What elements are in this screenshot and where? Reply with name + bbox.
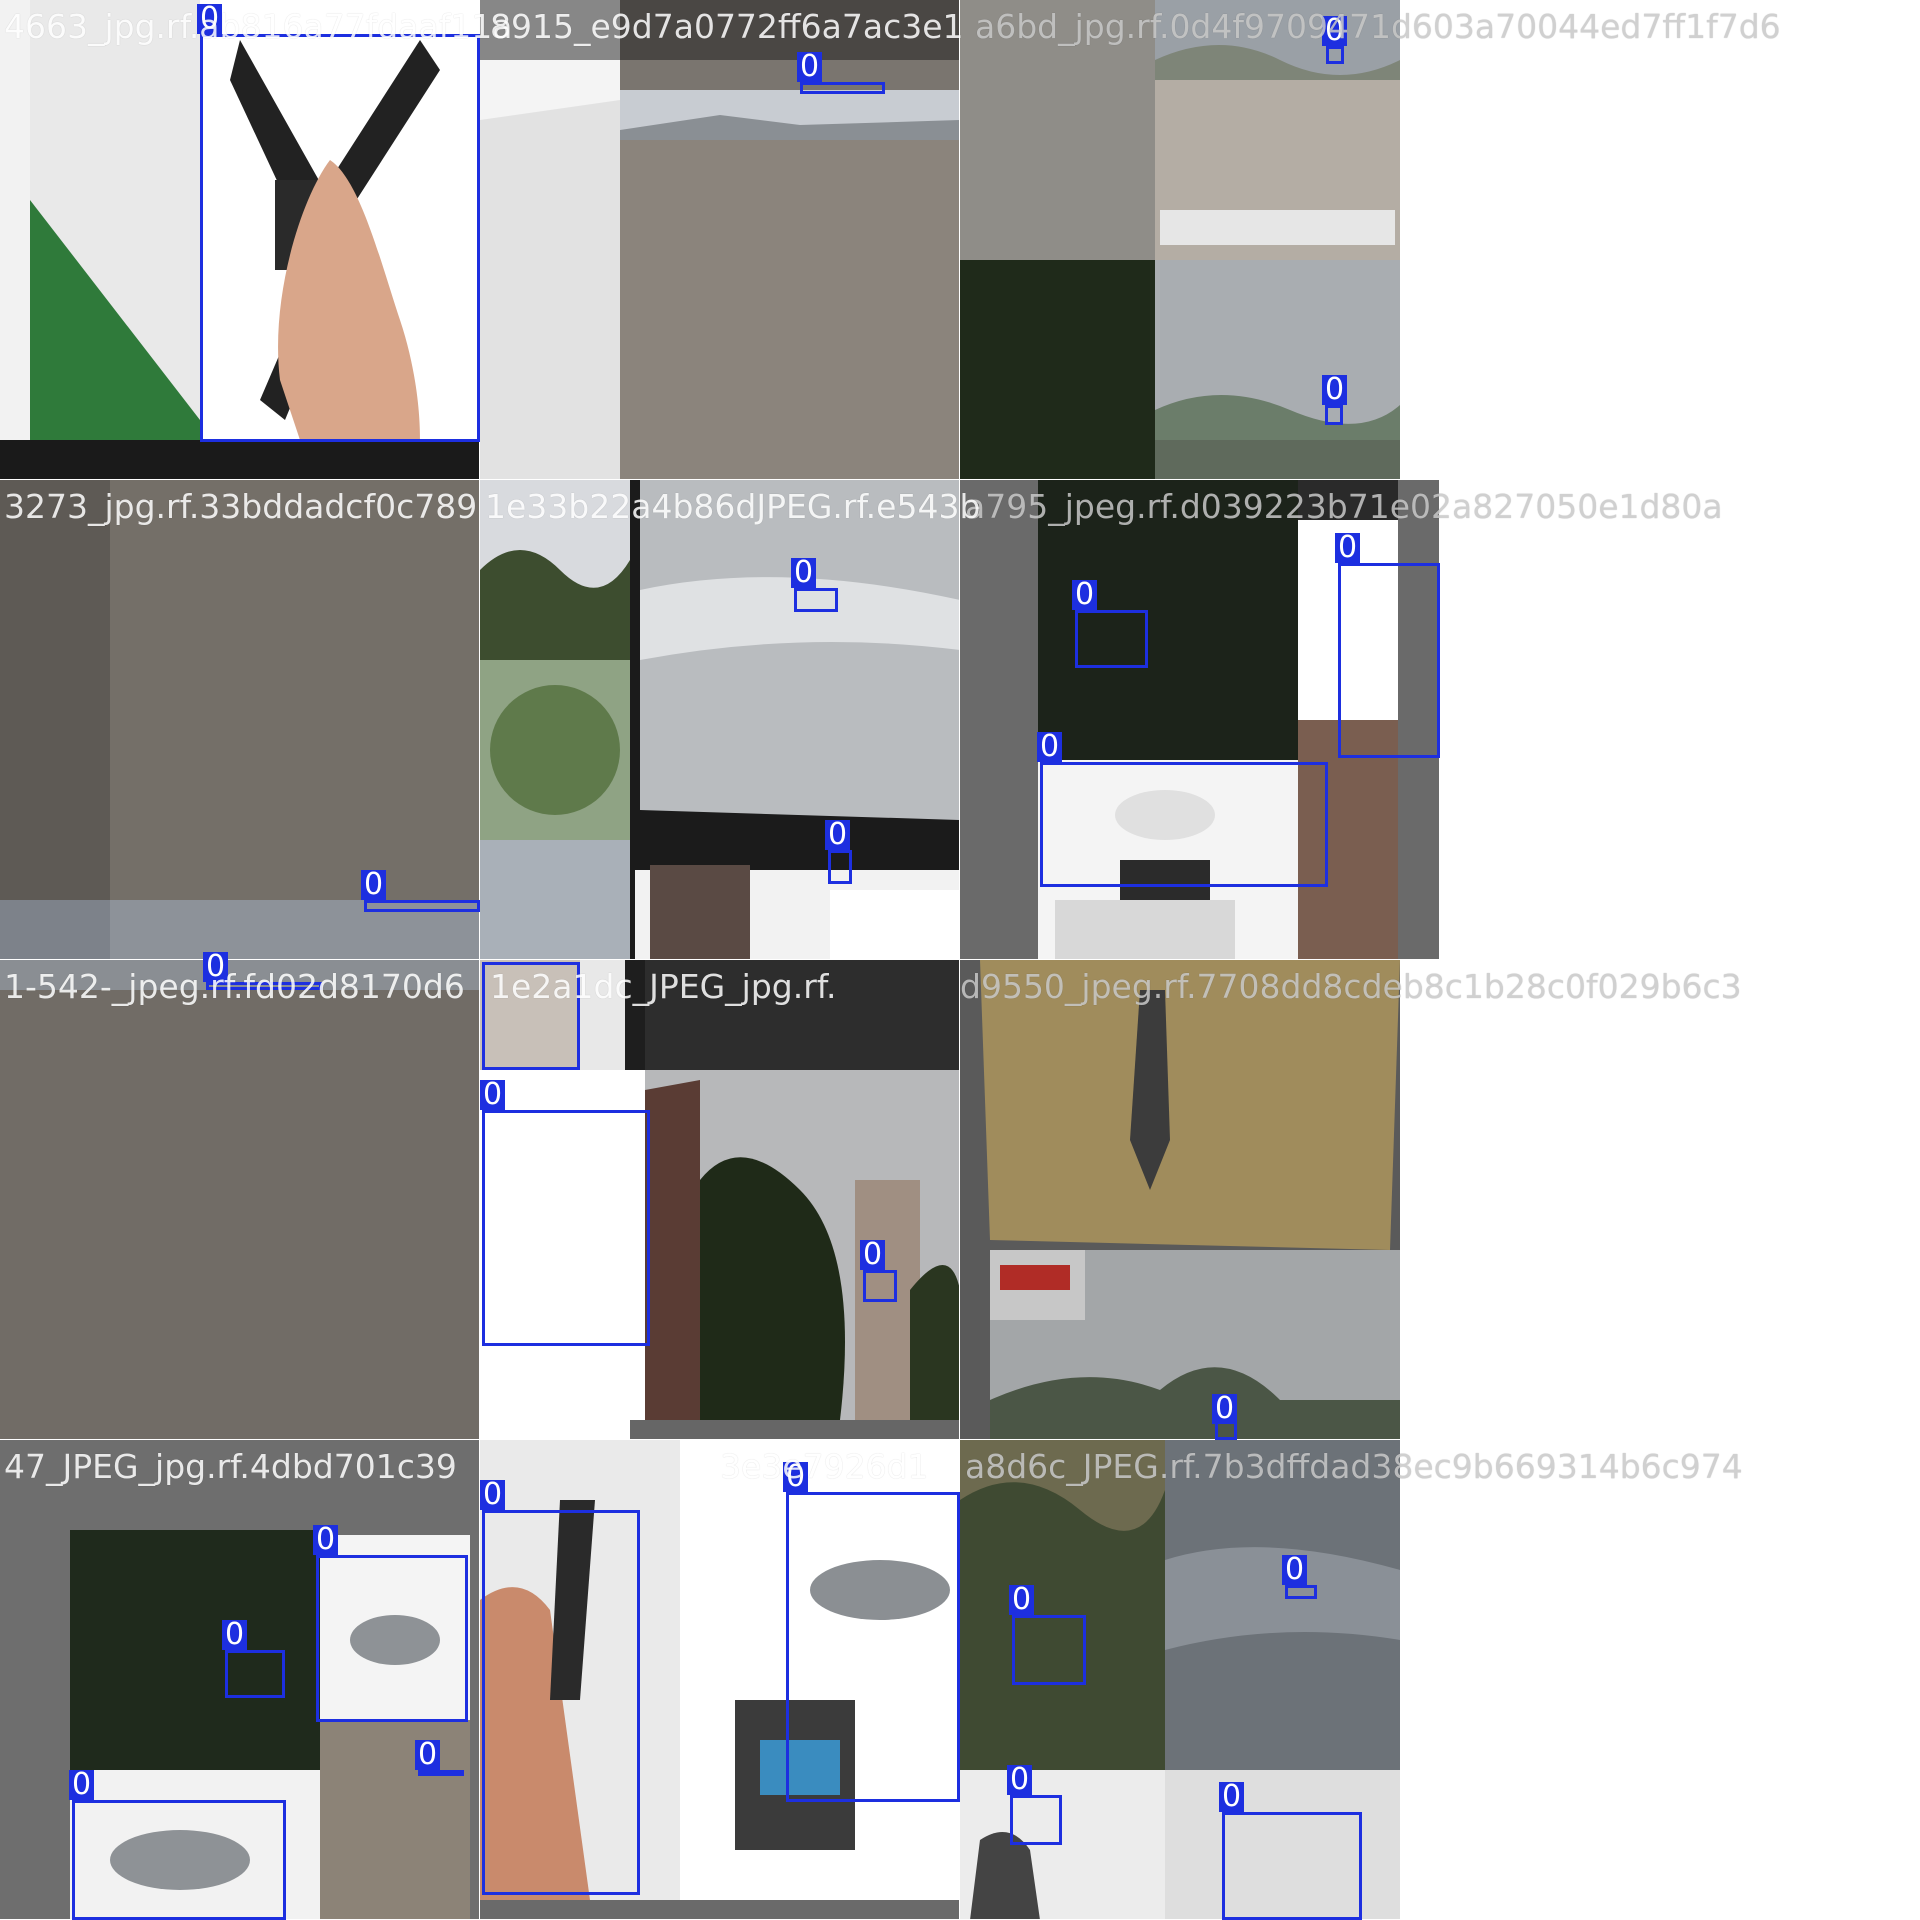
detection-label: 0 <box>480 1480 506 1510</box>
detection-label: 0 <box>791 558 817 588</box>
tile-filename: a6bd_jpg.rf.0d4f9709471d603a70044ed7ff1f… <box>975 7 1781 46</box>
detection-box <box>800 82 885 94</box>
detection-box <box>482 1510 640 1895</box>
tile-filename: 1e33b22a4b86dJPEG.rf.e543b <box>485 487 981 526</box>
detection-box <box>1285 1585 1317 1599</box>
mosaic-tile <box>480 960 960 1440</box>
mosaic-tile <box>480 0 960 480</box>
tile-filename: 3273_jpg.rf.33bddadcf0c789 <box>4 487 478 526</box>
detection-box <box>364 900 480 912</box>
detection-box <box>1325 405 1343 425</box>
detection-box <box>1010 1795 1062 1845</box>
tile-filename: d9550_jpeg.rf.7708dd8cdeb8c1b28c0f029b6c… <box>960 967 1742 1006</box>
detection-box <box>316 1555 468 1722</box>
tile-image <box>480 480 959 959</box>
detection-label: 0 <box>1007 1765 1033 1795</box>
tile-filename: 4663_jpg.rf.ab816a77fdaaf11a <box>4 7 513 46</box>
tile-filename: a8d6c_JPEG.rf.7b3dffdad38ec9b669314b6c97… <box>965 1447 1743 1486</box>
tile-image <box>0 480 479 959</box>
detection-box <box>786 1492 960 1802</box>
detection-box <box>863 1270 897 1302</box>
detection-box <box>225 1650 285 1698</box>
detection-box <box>1075 610 1148 668</box>
detection-box <box>418 1770 464 1776</box>
tile-filename: a795_jpeg.rf.d039223b71e02a827050e1d80a <box>965 487 1723 526</box>
mosaic-tile <box>960 1440 1440 1920</box>
mosaic-tile <box>960 0 1440 480</box>
detection-label: 0 <box>361 870 387 900</box>
detection-label: 0 <box>480 1080 506 1110</box>
detection-label: 0 <box>825 820 851 850</box>
detection-label: 0 <box>1009 1585 1035 1615</box>
tile-image <box>480 960 959 1439</box>
detection-label: 0 <box>1322 375 1348 405</box>
mosaic-tile <box>960 960 1440 1440</box>
detection-label: 0 <box>1037 732 1063 762</box>
tile-image <box>960 0 1439 479</box>
tile-image <box>0 960 479 1439</box>
detection-label: 0 <box>222 1620 248 1650</box>
detection-box <box>1222 1812 1362 1920</box>
mosaic-tile <box>0 960 480 1440</box>
detection-label: 0 <box>860 1240 886 1270</box>
tile-image <box>0 0 479 479</box>
mosaic-tile <box>0 1440 480 1920</box>
detection-box <box>1040 762 1328 887</box>
detection-label: 0 <box>203 952 229 982</box>
detection-box <box>206 982 322 990</box>
detection-label: 0 <box>415 1740 441 1770</box>
detection-box <box>1012 1615 1086 1685</box>
detection-box <box>72 1800 286 1920</box>
detection-box <box>200 34 480 442</box>
detection-label: 0 <box>1072 580 1098 610</box>
tile-image <box>480 1440 959 1919</box>
detection-box <box>828 850 852 884</box>
tile-image <box>0 1440 479 1919</box>
mosaic-tile <box>0 0 480 480</box>
tile-filename: 47_JPEG_jpg.rf.4dbd701c39 <box>4 1447 457 1486</box>
detection-box <box>1338 563 1440 758</box>
detection-box <box>1326 46 1344 64</box>
tile-image <box>480 0 959 479</box>
detection-label: 0 <box>313 1525 339 1555</box>
tile-image <box>960 1440 1439 1919</box>
detection-label: 0 <box>69 1770 95 1800</box>
detection-label: 0 <box>1335 533 1361 563</box>
detection-label: 0 <box>1219 1782 1245 1812</box>
mosaic-tile <box>480 1440 960 1920</box>
tile-filename: 8915_e9d7a0772ff6a7ac3e1 <box>490 7 964 46</box>
detection-label: 0 <box>783 1462 809 1492</box>
detection-label: 0 <box>1212 1394 1238 1424</box>
tile-image <box>960 960 1439 1439</box>
detection-box <box>482 962 580 1070</box>
detection-label: 0 <box>1282 1555 1308 1585</box>
detection-label: 0 <box>197 4 223 34</box>
tile-filename: 1e2a1dc_JPEG_jpg.rf. <box>490 967 837 1006</box>
tile-filename: 3e3e7926d1 <box>720 1447 929 1486</box>
detection-box <box>794 588 838 612</box>
detection-label: 0 <box>1322 16 1348 46</box>
mosaic-tile <box>480 480 960 960</box>
mosaic-tile <box>0 480 480 960</box>
tile-filename: 1-542-_jpeg.rf.fd02d8170d6 <box>4 967 465 1006</box>
detection-box <box>482 1110 650 1346</box>
detection-label: 0 <box>797 52 823 82</box>
